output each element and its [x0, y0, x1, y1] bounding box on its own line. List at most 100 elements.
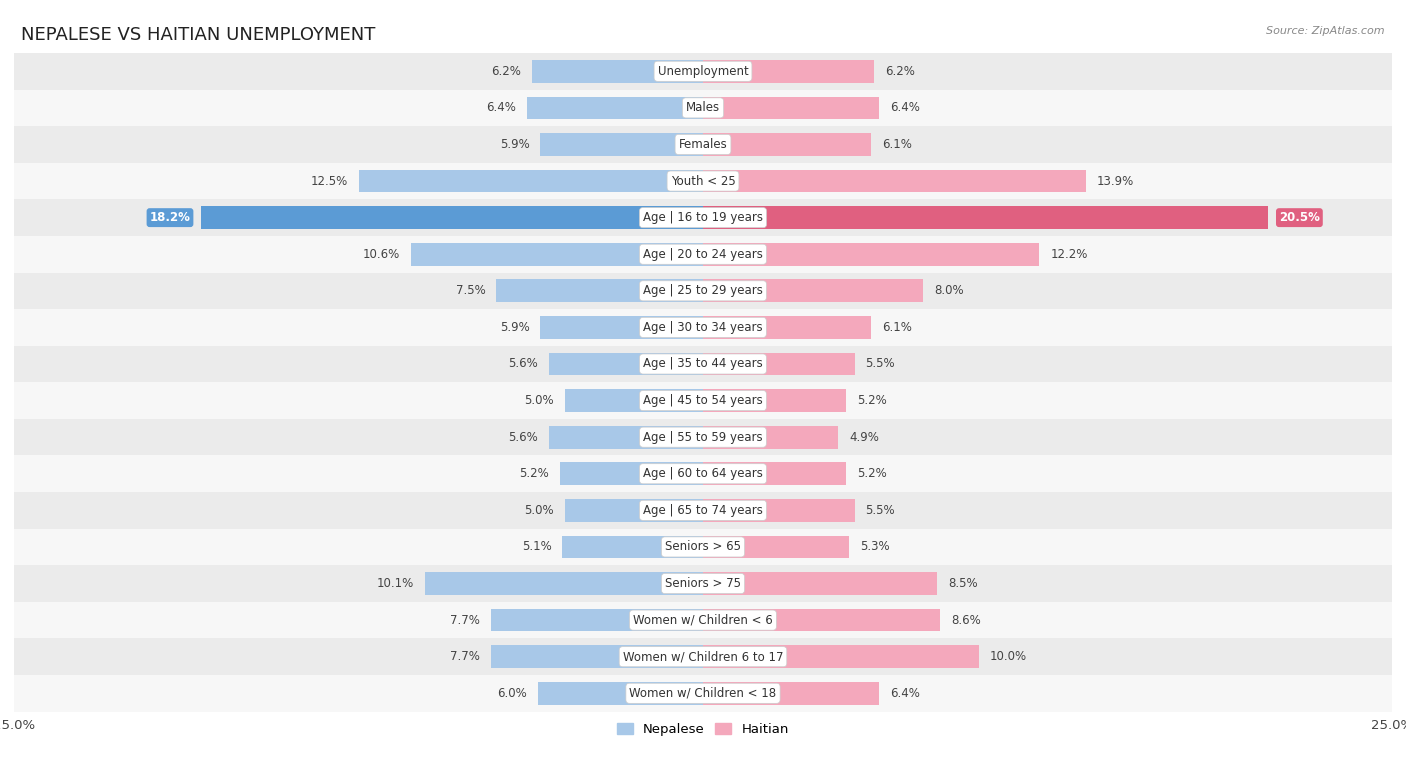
- Text: 10.0%: 10.0%: [990, 650, 1026, 663]
- Text: 10.6%: 10.6%: [363, 248, 399, 260]
- Bar: [703, 426, 838, 448]
- Text: Unemployment: Unemployment: [658, 65, 748, 78]
- Text: Youth < 25: Youth < 25: [671, 175, 735, 188]
- Text: 13.9%: 13.9%: [1097, 175, 1135, 188]
- Bar: [491, 609, 703, 631]
- Bar: [703, 536, 849, 558]
- Text: 4.9%: 4.9%: [849, 431, 879, 444]
- Bar: [14, 565, 1392, 602]
- Bar: [703, 499, 855, 522]
- Bar: [537, 682, 703, 705]
- Text: 5.0%: 5.0%: [524, 394, 554, 407]
- Text: 8.0%: 8.0%: [935, 285, 965, 298]
- Text: Women w/ Children 6 to 17: Women w/ Children 6 to 17: [623, 650, 783, 663]
- Text: 5.3%: 5.3%: [860, 540, 890, 553]
- Bar: [14, 126, 1392, 163]
- Text: 12.2%: 12.2%: [1050, 248, 1088, 260]
- Bar: [548, 426, 703, 448]
- Bar: [531, 60, 703, 83]
- Text: 20.5%: 20.5%: [1279, 211, 1320, 224]
- Bar: [14, 456, 1392, 492]
- Bar: [703, 243, 1039, 266]
- Text: 7.7%: 7.7%: [450, 650, 479, 663]
- Bar: [565, 499, 703, 522]
- Bar: [359, 170, 703, 192]
- Text: Age | 65 to 74 years: Age | 65 to 74 years: [643, 504, 763, 517]
- Text: 5.2%: 5.2%: [858, 394, 887, 407]
- Bar: [703, 279, 924, 302]
- Text: 18.2%: 18.2%: [149, 211, 190, 224]
- Text: 5.0%: 5.0%: [524, 504, 554, 517]
- Bar: [14, 492, 1392, 528]
- Text: Women w/ Children < 6: Women w/ Children < 6: [633, 614, 773, 627]
- Bar: [703, 60, 875, 83]
- Bar: [14, 382, 1392, 419]
- Bar: [14, 675, 1392, 712]
- Bar: [425, 572, 703, 595]
- Bar: [540, 133, 703, 156]
- Text: 6.1%: 6.1%: [882, 321, 912, 334]
- Text: Women w/ Children < 18: Women w/ Children < 18: [630, 687, 776, 699]
- Bar: [491, 646, 703, 668]
- Bar: [14, 346, 1392, 382]
- Bar: [14, 236, 1392, 273]
- Text: Age | 20 to 24 years: Age | 20 to 24 years: [643, 248, 763, 260]
- Text: 6.2%: 6.2%: [491, 65, 522, 78]
- Bar: [703, 207, 1268, 229]
- Bar: [565, 389, 703, 412]
- Text: Age | 16 to 19 years: Age | 16 to 19 years: [643, 211, 763, 224]
- Text: 5.9%: 5.9%: [499, 321, 530, 334]
- Bar: [703, 97, 879, 119]
- Bar: [14, 638, 1392, 675]
- Text: Age | 30 to 34 years: Age | 30 to 34 years: [643, 321, 763, 334]
- Text: 6.2%: 6.2%: [884, 65, 915, 78]
- Bar: [411, 243, 703, 266]
- Bar: [703, 133, 872, 156]
- Text: Females: Females: [679, 138, 727, 151]
- Bar: [14, 419, 1392, 456]
- Bar: [703, 353, 855, 375]
- Text: Seniors > 65: Seniors > 65: [665, 540, 741, 553]
- Bar: [527, 97, 703, 119]
- Text: Source: ZipAtlas.com: Source: ZipAtlas.com: [1267, 26, 1385, 36]
- Bar: [703, 572, 938, 595]
- Text: 10.1%: 10.1%: [377, 577, 413, 590]
- Text: 5.6%: 5.6%: [508, 431, 537, 444]
- Text: Age | 25 to 29 years: Age | 25 to 29 years: [643, 285, 763, 298]
- Text: 5.2%: 5.2%: [858, 467, 887, 480]
- Bar: [703, 609, 941, 631]
- Text: 12.5%: 12.5%: [311, 175, 347, 188]
- Text: 5.2%: 5.2%: [519, 467, 548, 480]
- Bar: [703, 316, 872, 338]
- Text: 5.6%: 5.6%: [508, 357, 537, 370]
- Bar: [703, 389, 846, 412]
- Bar: [540, 316, 703, 338]
- Text: 8.6%: 8.6%: [950, 614, 981, 627]
- Bar: [14, 53, 1392, 89]
- Bar: [14, 199, 1392, 236]
- Bar: [496, 279, 703, 302]
- Text: 5.5%: 5.5%: [866, 504, 896, 517]
- Text: 6.1%: 6.1%: [882, 138, 912, 151]
- Legend: Nepalese, Haitian: Nepalese, Haitian: [612, 718, 794, 741]
- Bar: [14, 273, 1392, 309]
- Bar: [703, 463, 846, 485]
- Bar: [14, 602, 1392, 638]
- Text: Age | 60 to 64 years: Age | 60 to 64 years: [643, 467, 763, 480]
- Bar: [14, 528, 1392, 565]
- Text: Males: Males: [686, 101, 720, 114]
- Bar: [703, 646, 979, 668]
- Bar: [703, 170, 1085, 192]
- Text: 6.4%: 6.4%: [485, 101, 516, 114]
- Bar: [548, 353, 703, 375]
- Text: 5.5%: 5.5%: [866, 357, 896, 370]
- Text: 5.1%: 5.1%: [522, 540, 551, 553]
- Bar: [703, 682, 879, 705]
- Bar: [562, 536, 703, 558]
- Text: 8.5%: 8.5%: [948, 577, 979, 590]
- Text: 7.5%: 7.5%: [456, 285, 485, 298]
- Bar: [201, 207, 703, 229]
- Text: NEPALESE VS HAITIAN UNEMPLOYMENT: NEPALESE VS HAITIAN UNEMPLOYMENT: [21, 26, 375, 45]
- Text: Age | 35 to 44 years: Age | 35 to 44 years: [643, 357, 763, 370]
- Text: 6.4%: 6.4%: [890, 101, 921, 114]
